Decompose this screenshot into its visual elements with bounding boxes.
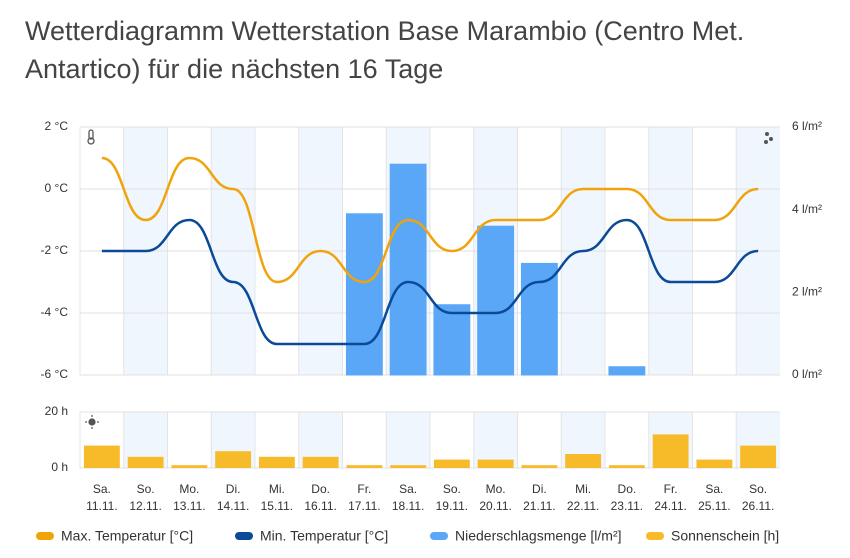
x-tick-date: 13.11. bbox=[173, 499, 205, 513]
x-tick-date: 23.11. bbox=[611, 499, 643, 513]
legend-label: Sonnenschein [h] bbox=[671, 528, 779, 544]
x-tick-label: Do. bbox=[618, 482, 637, 496]
sunshine-bar bbox=[258, 456, 295, 468]
y-tick-label: 0 °C bbox=[45, 181, 69, 195]
x-tick-date: 12.11. bbox=[129, 499, 161, 513]
sun-icon bbox=[85, 415, 99, 429]
x-tick-label: Fr. bbox=[357, 482, 371, 496]
sunshine-bar bbox=[652, 434, 689, 468]
sunshine-bar bbox=[740, 445, 777, 468]
legend-label: Max. Temperatur [°C] bbox=[61, 528, 193, 544]
y-tick-label: 0 h bbox=[51, 460, 68, 474]
sunshine-bar bbox=[302, 456, 339, 468]
x-tick-date: 16.11. bbox=[304, 499, 336, 513]
legend-marker bbox=[36, 532, 54, 540]
temp-line bbox=[101, 156, 759, 284]
x-tick-label: Mo. bbox=[486, 482, 506, 496]
legend-label: Min. Temperatur [°C] bbox=[260, 528, 388, 544]
x-tick-date: 22.11. bbox=[567, 499, 599, 513]
legend-label: Niederschlagsmenge [l/m²] bbox=[455, 528, 622, 544]
chart-title: Wetterdiagramm Wetterstation Base Maramb… bbox=[25, 16, 745, 84]
x-tick-date: 18.11. bbox=[392, 499, 424, 513]
y-tick-label: 2 °C bbox=[45, 119, 69, 133]
sunshine-bar bbox=[127, 456, 164, 468]
legend-marker bbox=[430, 532, 448, 540]
x-tick-label: So. bbox=[137, 482, 155, 496]
rain-icon bbox=[764, 132, 773, 144]
x-tick-label: Di. bbox=[226, 482, 241, 496]
x-tick-label: Mo. bbox=[179, 482, 199, 496]
precip-bar bbox=[433, 304, 471, 376]
sunshine-bar bbox=[521, 465, 558, 468]
column-shade bbox=[473, 412, 518, 468]
sunshine-bar bbox=[390, 465, 427, 468]
sunshine-bar bbox=[565, 454, 602, 468]
x-tick-date: 26.11. bbox=[742, 499, 774, 513]
x-tick-date: 19.11. bbox=[436, 499, 468, 513]
precip-bar bbox=[345, 213, 383, 376]
sunshine-bar bbox=[215, 451, 252, 468]
x-tick-date: 15.11. bbox=[261, 499, 293, 513]
legend-marker bbox=[646, 532, 664, 540]
sunshine-bar bbox=[346, 465, 383, 468]
x-tick-label: Mi. bbox=[269, 482, 285, 496]
sunshine-bar bbox=[171, 465, 208, 468]
precip-bar bbox=[608, 366, 646, 376]
temp-line bbox=[101, 218, 759, 346]
x-tick-label: Mi. bbox=[575, 482, 591, 496]
y-tick-label: 6 l/m² bbox=[792, 119, 822, 133]
precip-bar bbox=[477, 225, 515, 376]
sunshine-bar bbox=[696, 459, 733, 468]
legend-marker bbox=[235, 532, 253, 540]
y-tick-label: -6 °C bbox=[41, 367, 69, 381]
x-tick-label: Sa. bbox=[399, 482, 417, 496]
x-tick-date: 20.11. bbox=[479, 499, 511, 513]
x-tick-date: 14.11. bbox=[217, 499, 249, 513]
x-tick-date: 24.11. bbox=[654, 499, 686, 513]
x-tick-label: Sa. bbox=[93, 482, 111, 496]
x-tick-label: So. bbox=[749, 482, 767, 496]
y-tick-label: -2 °C bbox=[41, 243, 69, 257]
y-tick-label: -4 °C bbox=[41, 305, 69, 319]
x-tick-date: 21.11. bbox=[523, 499, 555, 513]
sunshine-bar bbox=[83, 445, 120, 468]
sunshine-bar bbox=[433, 459, 470, 468]
column-shade bbox=[386, 412, 430, 468]
x-tick-label: So. bbox=[443, 482, 461, 496]
y-tick-label: 2 l/m² bbox=[792, 285, 822, 299]
x-tick-date: 17.11. bbox=[348, 499, 380, 513]
x-tick-label: Do. bbox=[311, 482, 330, 496]
y-tick-label: 4 l/m² bbox=[792, 202, 822, 216]
precip-bar bbox=[520, 262, 558, 376]
x-tick-label: Di. bbox=[532, 482, 547, 496]
y-tick-label: 0 l/m² bbox=[792, 367, 822, 381]
x-tick-date: 25.11. bbox=[698, 499, 730, 513]
precip-bar bbox=[389, 163, 427, 376]
plot: -6 °C -4 °C -2 °C 0 °C 2 °C 0 l/m² 2 l/m² 4 l/m… bbox=[36, 119, 822, 544]
sunshine-bar bbox=[477, 459, 514, 468]
x-tick-label: Sa. bbox=[705, 482, 723, 496]
x-tick-label: Fr. bbox=[664, 482, 678, 496]
sunshine-bar bbox=[608, 465, 645, 468]
y-tick-label: 20 h bbox=[45, 404, 68, 418]
thermometer-icon bbox=[87, 129, 95, 145]
x-tick-date: 11.11. bbox=[86, 499, 118, 513]
